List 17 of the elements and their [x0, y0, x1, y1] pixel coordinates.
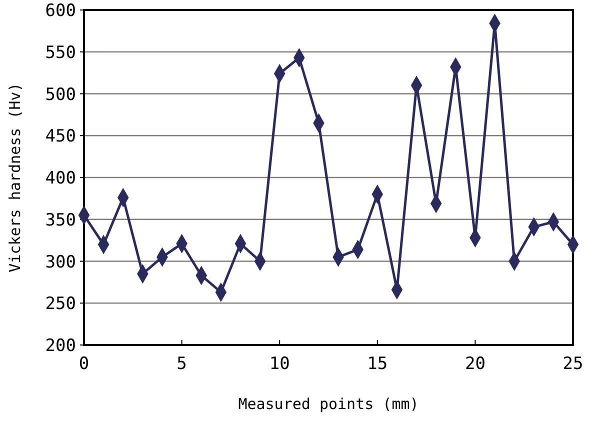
x-tick-label: 10 — [269, 354, 290, 374]
x-tick-label: 15 — [367, 354, 388, 374]
y-tick-label: 300 — [45, 252, 76, 272]
y-tick-label: 250 — [45, 294, 76, 314]
y-tick-label: 350 — [45, 210, 76, 230]
y-tick-label: 550 — [45, 42, 76, 63]
x-tick-label: 5 — [176, 354, 187, 374]
y-axis-title: Vickers hardness (Hv) — [6, 82, 24, 272]
y-tick-label: 500 — [45, 84, 76, 105]
y-tick-label: 400 — [45, 168, 76, 188]
x-tick-label: 25 — [562, 354, 584, 374]
x-tick-label: 0 — [78, 354, 90, 374]
y-tick-label: 200 — [45, 336, 76, 356]
x-axis-title: Measured points (mm) — [238, 395, 419, 413]
x-tick-label: 20 — [464, 354, 486, 374]
y-tick-label: 450 — [45, 126, 76, 147]
y-tick-label: 600 — [45, 1, 76, 21]
